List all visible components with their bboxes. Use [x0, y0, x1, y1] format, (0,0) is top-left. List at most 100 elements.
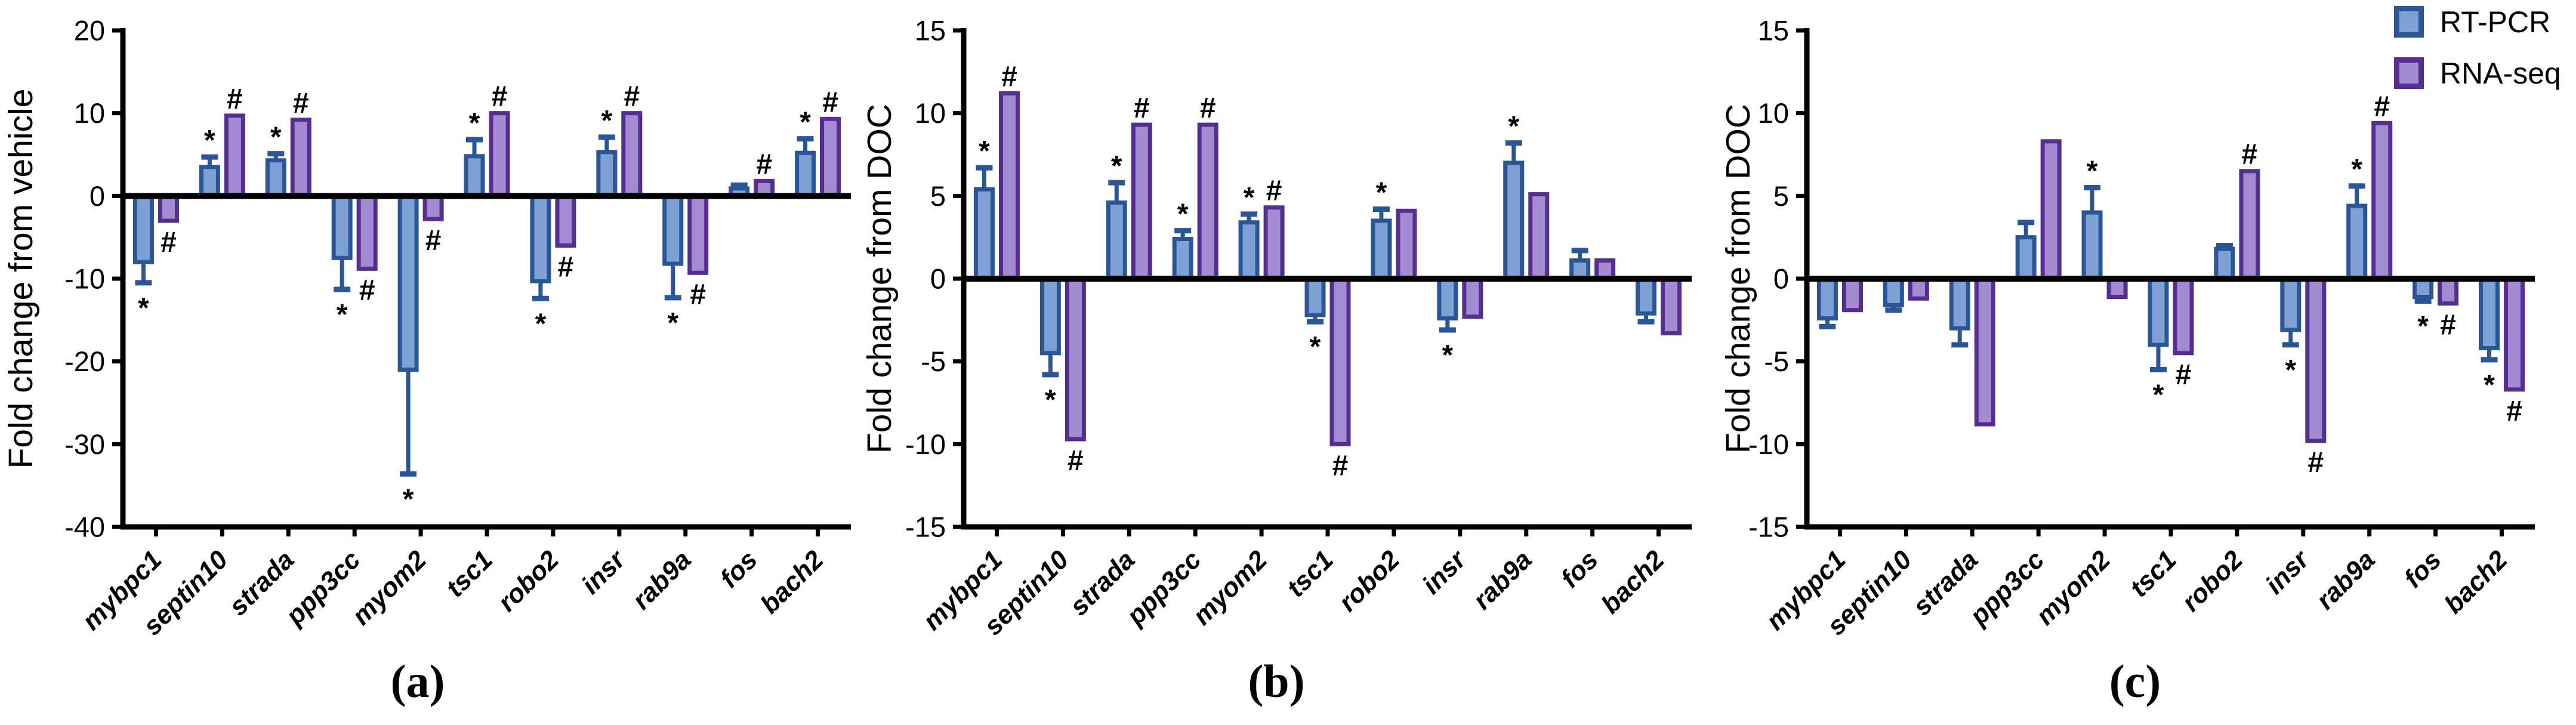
y-tick-label: 10: [74, 97, 105, 129]
sig-marker: *: [2484, 369, 2495, 401]
bar-rna-seq-rab9a: [687, 193, 709, 275]
y-axis-title: Fold change from vehicle: [2, 89, 40, 469]
bar-rt-pcr-ppp3cc: [1172, 236, 1193, 281]
sig-marker: #: [1200, 92, 1216, 124]
sig-marker: *: [601, 105, 612, 137]
sig-marker: #: [492, 81, 508, 113]
bar-rt-pcr-septin10: [1883, 276, 1904, 307]
y-tick-label: 10: [915, 97, 946, 129]
panel-a-chart: 20 10 0 -10 -20 -30 -40 * * * * * * * * * * # # # # # # # # # # # my…: [2, 14, 851, 707]
bar-rt-pcr-insr: [2280, 276, 2302, 332]
bar-rt-pcr-strada: [1949, 276, 1970, 331]
y-tick-label: 10: [1758, 97, 1789, 129]
sig-marker: #: [2307, 447, 2324, 479]
y-tick-label: -30: [64, 428, 105, 460]
x-category-label: ppp3cc: [280, 545, 366, 631]
bar-rna-seq-strada: [290, 118, 311, 198]
bar-rna-seq-bach2: [1661, 276, 1682, 336]
panel-c: 15 10 5 0 -5 -10 -15 * * * * * * # # # # # # mybpc1 septin10…: [1717, 0, 2576, 725]
bar-rt-pcr-tsc1: [464, 154, 485, 198]
panel-caption: (a): [391, 655, 445, 707]
x-category-label: rab9a: [1467, 545, 1538, 615]
sig-marker: #: [227, 84, 243, 115]
bar-rna-seq-mybpc1: [1841, 276, 1863, 313]
sig-marker: *: [1376, 177, 1387, 209]
x-category-label: bach2: [755, 545, 829, 619]
bar-rna-seq-robo2: [555, 193, 576, 248]
sig-marker: *: [667, 307, 678, 339]
sig-marker: *: [979, 135, 990, 167]
sig-marker: #: [690, 279, 706, 310]
sig-marker: *: [535, 308, 547, 340]
y-axis-title: Fold change from DOC: [860, 104, 899, 453]
sig-marker: *: [2351, 154, 2362, 186]
x-category-label: fos: [2398, 545, 2447, 593]
legend-swatch-rna-seq-icon: [2394, 57, 2424, 89]
bar-rt-pcr-bach2: [2479, 276, 2500, 350]
sig-marker: #: [2176, 359, 2192, 391]
x-category-label: bach2: [2439, 545, 2513, 619]
y-axis-title: Fold change from DOC: [1719, 104, 1757, 453]
legend-label-rt-pcr: RT-PCR: [2440, 5, 2551, 39]
sig-marker: *: [2087, 155, 2098, 187]
sig-marker: *: [2285, 354, 2296, 386]
x-category-label: robo2: [492, 545, 564, 617]
sig-marker: *: [1442, 340, 1453, 371]
x-category-label: robo2: [1333, 545, 1405, 617]
x-category-label: tsc1: [2124, 545, 2182, 603]
y-tick-label: -10: [905, 428, 946, 460]
bar-rna-seq-fos: [2438, 276, 2459, 306]
sig-marker: #: [2242, 139, 2258, 171]
y-tick-label: -5: [921, 345, 946, 377]
bar-rna-seq-mybpc1: [158, 193, 179, 223]
y-tick-label: -10: [1748, 428, 1789, 460]
x-category-label: insr: [2260, 544, 2316, 600]
sig-marker: *: [1045, 384, 1056, 416]
bar-rt-pcr-septin10: [1039, 276, 1061, 356]
y-tick-label: 0: [90, 180, 105, 212]
bar-rt-pcr-insr: [596, 150, 618, 198]
sig-marker: #: [1001, 61, 1017, 92]
bar-rt-pcr-ppp3cc: [2015, 235, 2037, 281]
bar-rt-pcr-tsc1: [2148, 276, 2169, 347]
y-tick-label: -15: [905, 511, 946, 542]
bar-rna-seq-myom2: [422, 193, 444, 221]
x-category-label: ppp3cc: [1964, 545, 2050, 631]
sig-marker: *: [270, 122, 282, 153]
sig-marker: #: [756, 149, 772, 180]
x-category-label: rab9a: [2310, 545, 2381, 615]
bar-rt-pcr-robo2: [2214, 246, 2235, 281]
x-category-label: insr: [1417, 544, 1473, 600]
bar-rt-pcr-myom2: [2081, 210, 2103, 281]
sig-marker: #: [161, 227, 177, 258]
bar-rna-seq-insr: [621, 111, 643, 198]
y-tick-label: 5: [1773, 180, 1789, 212]
bar-rna-seq-fos: [1594, 258, 1616, 281]
sig-marker: *: [403, 483, 414, 515]
panel-caption: (b): [1248, 655, 1304, 707]
bar-rna-seq-strada: [1974, 276, 1995, 427]
bar-rt-pcr-mybpc1: [132, 193, 154, 264]
legend-item-rt-pcr: RT-PCR: [2394, 6, 2561, 38]
bar-rt-pcr-insr: [1437, 276, 1458, 321]
bar-rt-pcr-mybpc1: [973, 187, 995, 281]
sig-marker: #: [624, 81, 640, 113]
sig-marker: *: [1244, 182, 1255, 214]
sig-marker: *: [2417, 310, 2429, 342]
x-category-label: myom2: [2031, 545, 2117, 631]
y-tick-label: 0: [1773, 263, 1789, 294]
x-category-label: tsc1: [440, 545, 498, 603]
x-category-label: fos: [1555, 545, 1603, 593]
x-category-label: rab9a: [627, 545, 697, 615]
bar-rt-pcr-strada: [265, 158, 286, 198]
bar-rna-seq-tsc1: [489, 111, 510, 198]
y-tick-label: -10: [64, 263, 105, 294]
sig-marker: #: [359, 274, 375, 306]
bar-rt-pcr-bach2: [1636, 276, 1657, 316]
sig-marker: #: [2374, 91, 2390, 122]
bar-rna-seq-bach2: [2504, 276, 2525, 392]
sig-marker: *: [1177, 199, 1189, 230]
bar-rt-pcr-rab9a: [662, 193, 684, 266]
sig-marker: *: [469, 107, 480, 139]
